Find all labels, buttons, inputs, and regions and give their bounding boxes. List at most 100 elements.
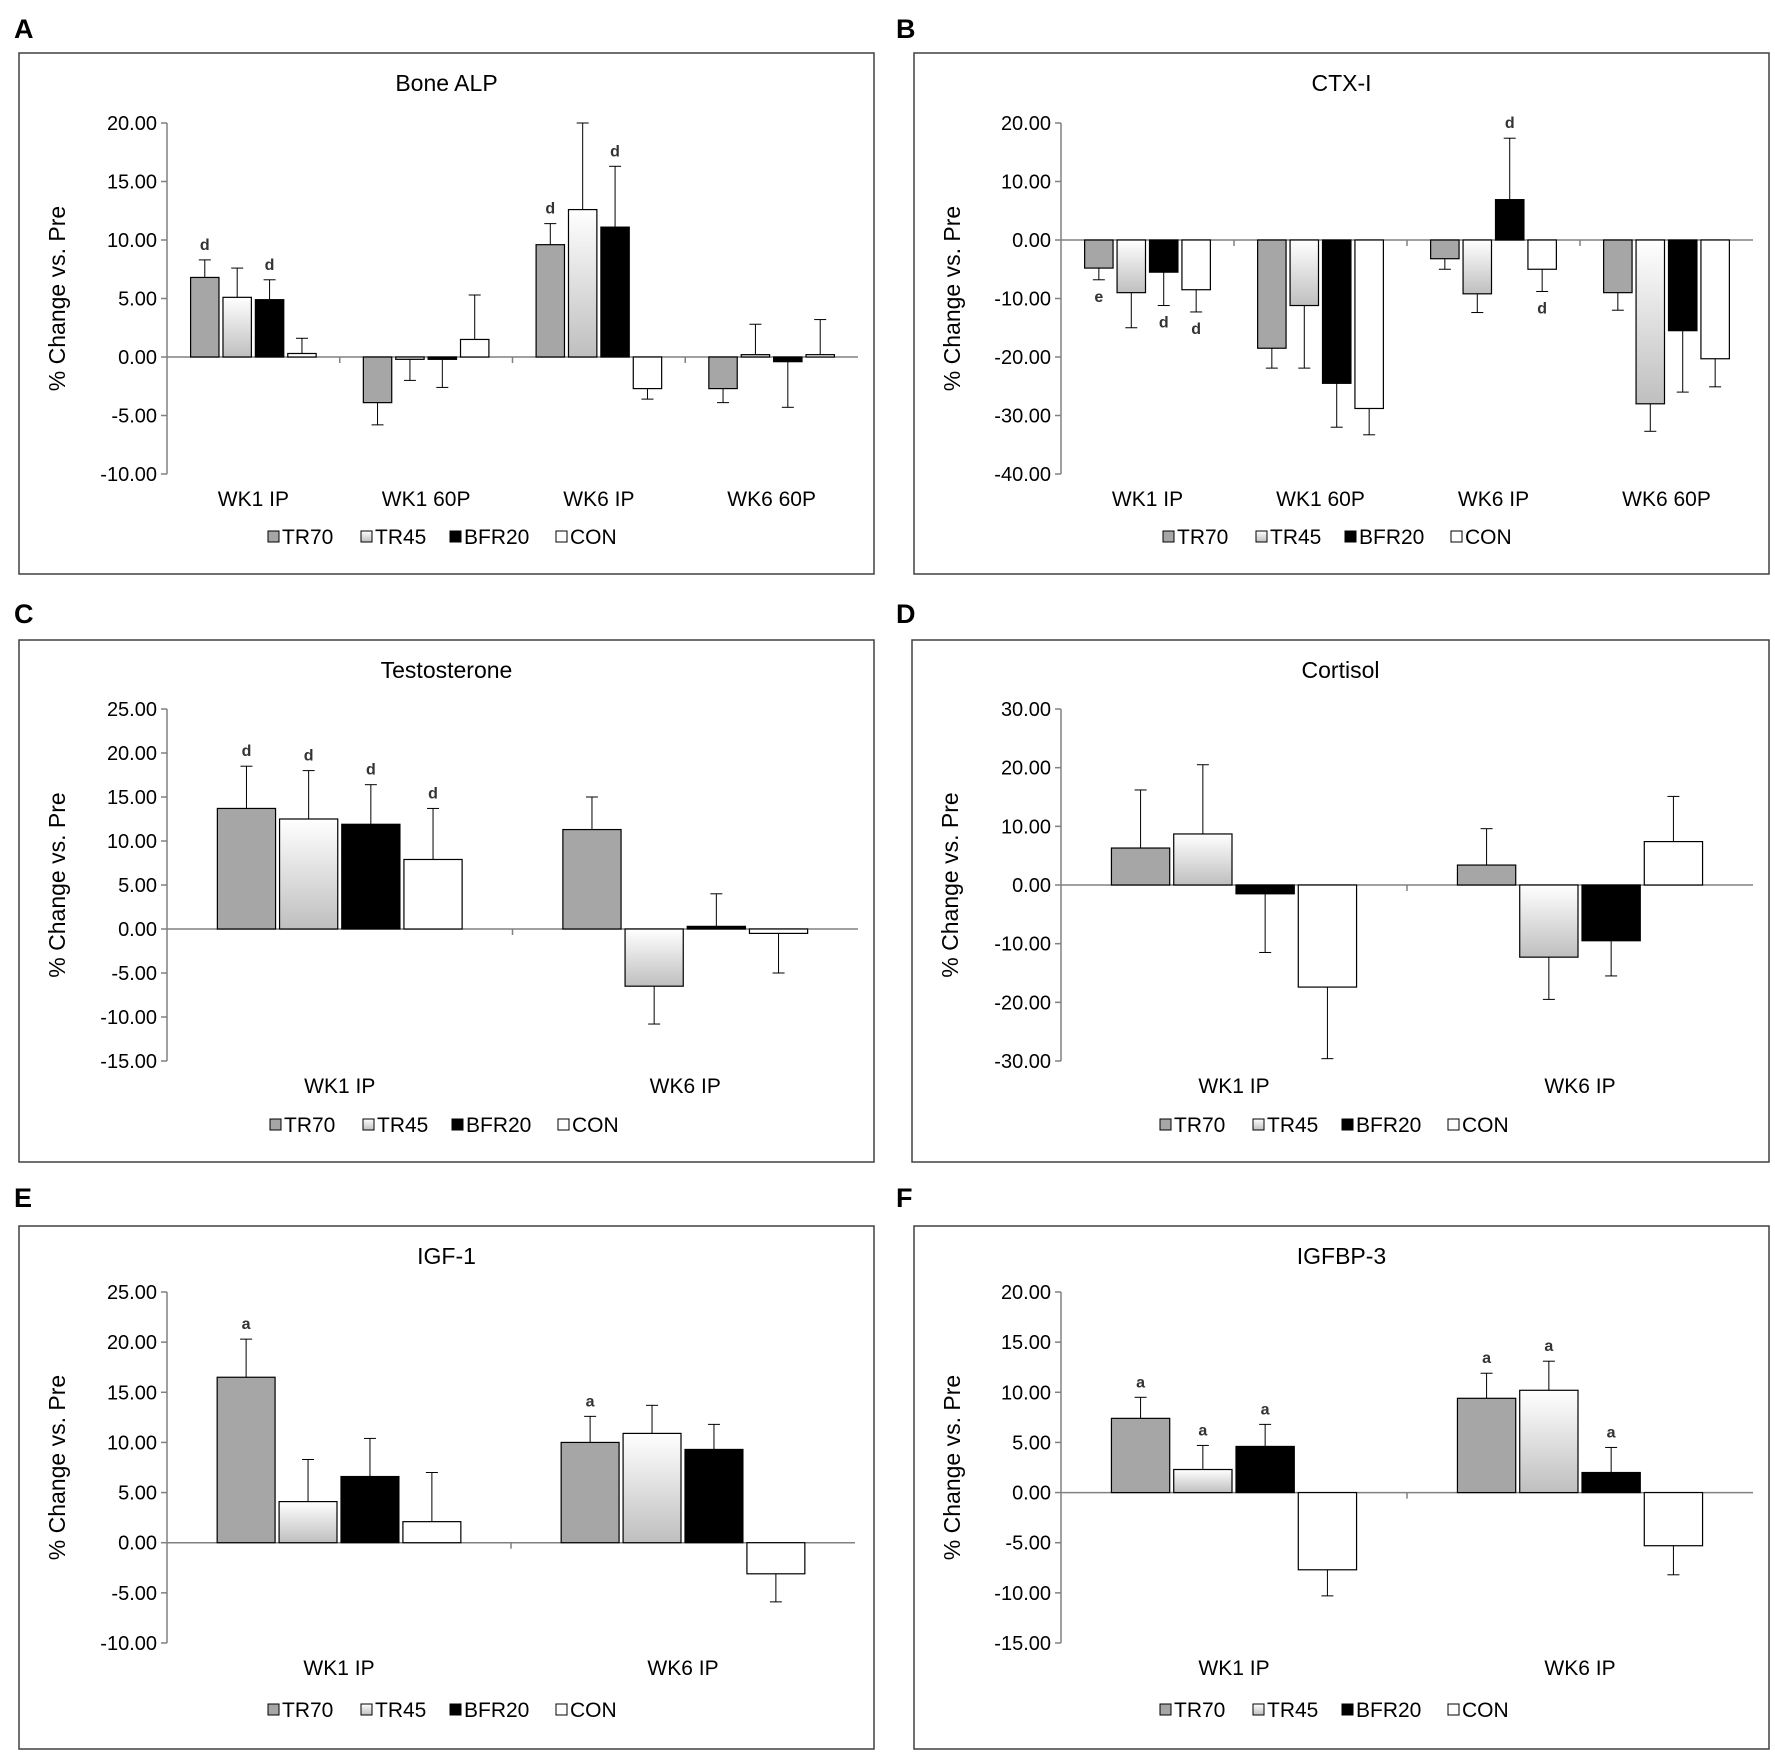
bar-con xyxy=(287,352,317,358)
bar-tr70 xyxy=(1603,239,1633,294)
y-tick-label: -10.00 xyxy=(994,289,1051,311)
bar-tr45 xyxy=(1519,884,1579,958)
bar-tr70 xyxy=(562,828,622,930)
significance-label: d xyxy=(545,201,555,218)
legend-label-tr70: TR70 xyxy=(1174,1699,1225,1722)
significance-label: d xyxy=(1191,321,1201,338)
y-tick-label: 25.00 xyxy=(107,1282,157,1304)
significance-label: a xyxy=(1607,1424,1616,1441)
significance-label: d xyxy=(200,237,210,254)
panel-letter: E xyxy=(14,1183,32,1213)
bar-tr45 xyxy=(624,928,684,987)
y-tick-label: -40.00 xyxy=(994,464,1051,486)
x-category-label: WK6 IP xyxy=(1544,1657,1615,1680)
bar-con xyxy=(459,338,490,358)
bar-con xyxy=(1700,239,1730,360)
x-category-label: WK1 IP xyxy=(303,1657,374,1680)
legend-swatch-con xyxy=(1447,1118,1460,1131)
y-tick-label: 20.00 xyxy=(1001,758,1051,780)
y-tick-label: -10.00 xyxy=(100,1007,157,1029)
y-tick-label: 15.00 xyxy=(1001,1332,1051,1354)
y-tick-label: 10.00 xyxy=(1001,816,1051,838)
x-category-label: WK1 IP xyxy=(218,488,289,511)
legend-label-con: CON xyxy=(570,526,617,549)
panel-letter: F xyxy=(896,1183,913,1213)
bar-tr70 xyxy=(1110,1417,1171,1494)
bar-tr45 xyxy=(622,1432,682,1544)
legend-swatch-bfr20 xyxy=(449,530,462,543)
bar-tr70 xyxy=(1257,239,1287,349)
bar-tr70 xyxy=(362,356,393,404)
bar-con xyxy=(402,1521,462,1544)
bar-con xyxy=(1181,239,1211,291)
bar-tr45 xyxy=(1289,239,1320,307)
bar-tr45 xyxy=(1116,239,1147,294)
significance-label: d xyxy=(1537,300,1547,317)
y-tick-label: 20.00 xyxy=(107,1332,157,1354)
legend-label-tr70: TR70 xyxy=(282,1699,333,1722)
legend-swatch-bfr20 xyxy=(1344,530,1357,543)
panel-frame xyxy=(913,1225,1770,1750)
y-tick-label: -10.00 xyxy=(100,464,157,486)
legend-swatch-con xyxy=(555,1703,568,1716)
bar-bfr20 xyxy=(254,299,285,358)
legend-swatch-tr45 xyxy=(1255,530,1268,543)
y-tick-label: -5.00 xyxy=(111,963,157,985)
y-tick-label: -20.00 xyxy=(994,992,1051,1014)
legend-label-con: CON xyxy=(570,1699,617,1722)
legend-swatch-bfr20 xyxy=(451,1118,464,1131)
bar-tr45 xyxy=(567,208,598,358)
y-axis-label: % Change vs. Pre xyxy=(937,792,963,977)
significance-label: d xyxy=(1505,115,1515,132)
y-tick-label: 20.00 xyxy=(1001,113,1051,135)
bar-tr70 xyxy=(535,244,566,358)
bar-con xyxy=(746,1542,806,1575)
x-category-label: WK1 IP xyxy=(1198,1075,1269,1098)
bar-tr70 xyxy=(1456,1397,1517,1494)
bar-con xyxy=(632,356,663,390)
legend-swatch-tr70 xyxy=(267,1703,280,1716)
x-category-label: WK1 IP xyxy=(304,1075,375,1098)
bar-tr70 xyxy=(1110,847,1171,886)
legend-swatch-tr70 xyxy=(1159,1703,1172,1716)
bar-tr45 xyxy=(1462,239,1493,295)
bar-tr70 xyxy=(1084,239,1114,269)
bar-con xyxy=(1297,884,1358,988)
legend-swatch-con xyxy=(1447,1703,1460,1716)
y-tick-label: -15.00 xyxy=(100,1051,157,1073)
y-tick-label: 0.00 xyxy=(118,1533,157,1555)
panel-letter: A xyxy=(14,14,34,44)
panel-frame xyxy=(913,52,1770,575)
bar-bfr20 xyxy=(1321,239,1352,384)
legend-swatch-tr70 xyxy=(1162,530,1175,543)
legend-label-bfr20: BFR20 xyxy=(1356,1114,1421,1137)
panel-frame xyxy=(18,52,875,575)
panel-d: D Cortisol % Change vs. Pre 30.00 20.00 10.00… xyxy=(896,599,1770,1163)
legend-label-con: CON xyxy=(1462,1699,1509,1722)
y-tick-label: 20.00 xyxy=(107,113,157,135)
bar-tr70 xyxy=(708,356,738,390)
chart-title: Cortisol xyxy=(1302,657,1380,683)
chart-title: IGF-1 xyxy=(417,1243,476,1269)
legend-label-tr70: TR70 xyxy=(284,1114,335,1137)
legend-label-tr45: TR45 xyxy=(375,1699,426,1722)
significance-label: d xyxy=(610,143,620,160)
bar-tr70 xyxy=(1456,864,1517,886)
bar-tr45 xyxy=(278,818,339,930)
significance-label: a xyxy=(1261,1401,1270,1418)
legend-swatch-con xyxy=(557,1118,570,1131)
bar-con xyxy=(1354,239,1384,410)
significance-label: a xyxy=(586,1393,595,1410)
y-tick-label: -5.00 xyxy=(111,406,157,428)
significance-label: a xyxy=(242,1316,251,1333)
x-category-label: WK6 IP xyxy=(1544,1075,1615,1098)
legend-swatch-tr70 xyxy=(269,1118,282,1131)
significance-label: a xyxy=(1544,1338,1553,1355)
bar-con xyxy=(805,354,836,358)
y-tick-label: 5.00 xyxy=(118,1483,157,1505)
significance-label: a xyxy=(1198,1422,1207,1439)
legend-label-con: CON xyxy=(1462,1114,1509,1137)
y-tick-label: 20.00 xyxy=(107,743,157,765)
y-tick-label: -10.00 xyxy=(994,1583,1051,1605)
